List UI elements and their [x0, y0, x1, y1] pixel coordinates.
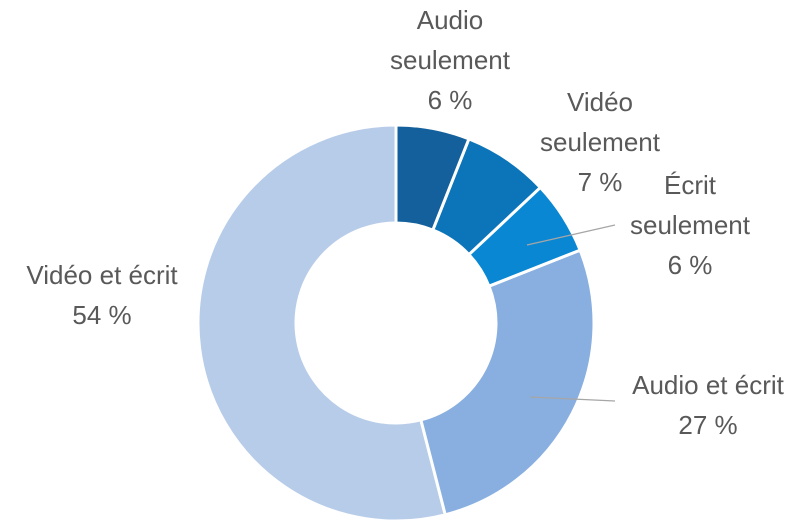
value-label: 6 % — [427, 85, 473, 115]
category-label: Audio et écrit — [632, 370, 784, 400]
category-label: Audio seulement — [390, 5, 510, 75]
category-label: Écrit seulement — [630, 170, 750, 240]
donut-slice — [430, 136, 543, 257]
slice-label: Écrit seulement 6 % — [610, 165, 770, 285]
leader-line — [526, 224, 616, 246]
slice-label: Vidéo seulement 7 % — [520, 82, 680, 202]
value-label: 54 % — [72, 300, 132, 330]
category-label: Vidéo et écrit — [26, 260, 178, 290]
leader-line — [529, 396, 616, 402]
donut-slice — [394, 123, 471, 232]
slice-label: Audio seulement 6 % — [370, 0, 530, 120]
donut-slice — [466, 185, 583, 289]
value-label: 7 % — [577, 167, 623, 197]
value-label: 6 % — [667, 250, 713, 280]
donut-slice — [196, 123, 448, 521]
slice-label: Audio et écrit 27 % — [598, 365, 797, 445]
category-label: Vidéo seulement — [540, 87, 660, 157]
donut-slice — [419, 248, 596, 517]
value-label: 27 % — [678, 410, 738, 440]
slice-label: Vidéo et écrit 54 % — [0, 255, 212, 335]
